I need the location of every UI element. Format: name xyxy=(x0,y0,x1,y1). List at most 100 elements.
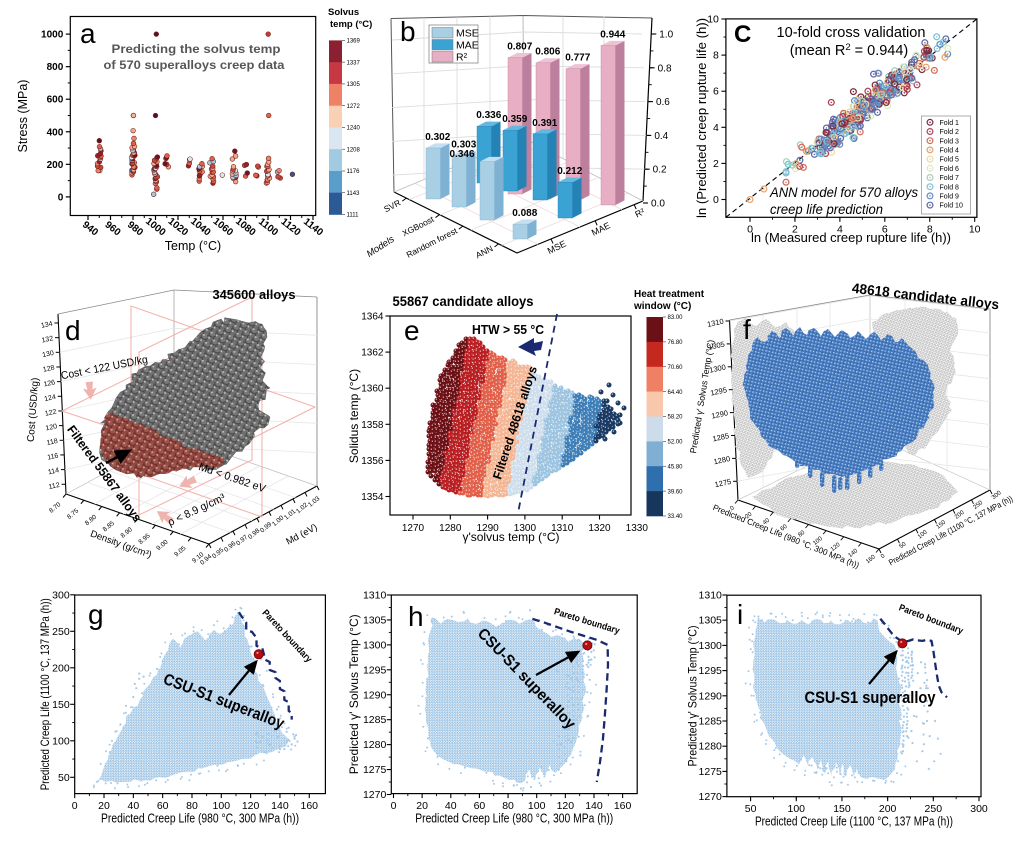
svg-text:b: b xyxy=(400,16,416,47)
svg-text:creep life prediction: creep life prediction xyxy=(770,201,883,217)
svg-text:150: 150 xyxy=(833,803,851,815)
svg-text:80: 80 xyxy=(502,800,514,812)
svg-text:Fold 9: Fold 9 xyxy=(940,194,960,201)
svg-text:1310: 1310 xyxy=(706,317,724,329)
svg-text:Heat treatment: Heat treatment xyxy=(634,289,705,300)
svg-text:50: 50 xyxy=(745,803,757,815)
svg-text:130: 130 xyxy=(42,350,55,359)
svg-text:ANN model for 570 alloys: ANN model for 570 alloys xyxy=(769,184,918,200)
svg-text:128: 128 xyxy=(42,365,55,374)
svg-text:600: 600 xyxy=(47,95,64,106)
svg-text:134: 134 xyxy=(40,321,53,330)
svg-text:250: 250 xyxy=(52,626,70,638)
svg-text:1330: 1330 xyxy=(626,523,649,534)
svg-text:Predicting the solvus temp: Predicting the solvus temp xyxy=(112,42,281,56)
svg-text:0.391: 0.391 xyxy=(532,118,557,129)
svg-text:Fold 10: Fold 10 xyxy=(940,203,963,210)
svg-text:2: 2 xyxy=(792,223,798,235)
svg-text:58.20: 58.20 xyxy=(668,415,684,421)
svg-text:2: 2 xyxy=(713,158,719,170)
svg-text:100: 100 xyxy=(812,536,824,547)
svg-text:1300: 1300 xyxy=(708,362,726,374)
svg-text:40: 40 xyxy=(445,800,457,812)
svg-text:1208: 1208 xyxy=(347,147,361,153)
svg-text:Temp (°C): Temp (°C) xyxy=(165,239,221,253)
svg-text:0.806: 0.806 xyxy=(535,47,560,58)
svg-text:400: 400 xyxy=(47,127,64,138)
svg-text:1305: 1305 xyxy=(363,614,387,626)
svg-text:CSU-S1 superalloy: CSU-S1 superalloy xyxy=(805,688,936,707)
svg-text:1305: 1305 xyxy=(347,82,361,88)
svg-text:122: 122 xyxy=(44,409,57,418)
svg-text:114: 114 xyxy=(47,467,59,476)
svg-text:140: 140 xyxy=(585,800,603,812)
svg-text:0.346: 0.346 xyxy=(449,149,474,160)
svg-text:1280: 1280 xyxy=(713,454,731,466)
svg-text:1305: 1305 xyxy=(699,615,723,627)
svg-text:MSE: MSE xyxy=(456,28,479,40)
svg-text:C: C xyxy=(734,21,751,48)
svg-text:0: 0 xyxy=(880,553,887,560)
svg-text:1176: 1176 xyxy=(347,169,361,175)
svg-text:0.0: 0.0 xyxy=(651,199,665,210)
svg-text:200: 200 xyxy=(52,662,70,674)
svg-text:120: 120 xyxy=(830,542,842,553)
svg-text:0.944: 0.944 xyxy=(600,29,625,40)
svg-text:ln (Measured creep rupture lif: ln (Measured creep rupture life (h)) xyxy=(751,231,951,245)
svg-text:20: 20 xyxy=(416,800,428,812)
svg-text:Fold 8: Fold 8 xyxy=(940,184,960,191)
svg-text:10: 10 xyxy=(969,223,981,235)
svg-text:1356: 1356 xyxy=(361,456,384,467)
svg-text:140: 140 xyxy=(848,548,860,559)
svg-text:1300: 1300 xyxy=(363,639,387,651)
svg-text:100: 100 xyxy=(528,800,546,812)
svg-text:ln (Predicted creep rupture li: ln (Predicted creep rupture life (h)) xyxy=(695,18,709,218)
svg-text:1300: 1300 xyxy=(514,523,537,534)
svg-text:20: 20 xyxy=(98,800,110,812)
svg-text:4: 4 xyxy=(837,223,843,235)
svg-text:300: 300 xyxy=(970,803,988,815)
svg-text:window (°C): window (°C) xyxy=(633,301,691,312)
svg-text:Fold 1: Fold 1 xyxy=(940,120,960,127)
svg-text:150: 150 xyxy=(936,519,948,530)
svg-text:100: 100 xyxy=(917,529,929,540)
svg-text:1362: 1362 xyxy=(361,348,384,359)
svg-text:Predicted γ' Solvus Temp (°C): Predicted γ' Solvus Temp (°C) xyxy=(686,625,700,766)
svg-text:52.00: 52.00 xyxy=(668,440,684,446)
svg-text:39.60: 39.60 xyxy=(668,489,684,495)
svg-text:1354: 1354 xyxy=(361,492,384,503)
svg-text:1369: 1369 xyxy=(347,39,361,45)
svg-text:60: 60 xyxy=(474,800,486,812)
svg-text:γ'solvus temp (°C): γ'solvus temp (°C) xyxy=(462,530,559,544)
svg-text:a: a xyxy=(80,18,96,49)
svg-text:1270: 1270 xyxy=(402,523,425,534)
svg-text:1320: 1320 xyxy=(588,523,611,534)
svg-text:1240: 1240 xyxy=(347,126,361,132)
svg-text:124: 124 xyxy=(44,394,57,403)
svg-text:i: i xyxy=(737,599,743,630)
svg-text:132: 132 xyxy=(41,335,54,344)
svg-text:1270: 1270 xyxy=(699,791,723,803)
svg-text:112: 112 xyxy=(48,482,60,491)
svg-text:200: 200 xyxy=(954,509,966,520)
svg-text:0.303: 0.303 xyxy=(451,140,476,151)
svg-text:f: f xyxy=(743,314,751,345)
svg-text:60: 60 xyxy=(157,800,169,812)
svg-text:Predicted Creep Life (980 °C,: Predicted Creep Life (980 °C, 300 MPa (h… xyxy=(101,812,299,826)
svg-text:1290: 1290 xyxy=(476,523,499,534)
svg-text:76.80: 76.80 xyxy=(668,340,684,346)
svg-text:1358: 1358 xyxy=(361,420,384,431)
svg-text:1.0: 1.0 xyxy=(659,30,673,41)
svg-text:1310: 1310 xyxy=(551,523,574,534)
svg-text:0.212: 0.212 xyxy=(557,166,582,177)
svg-text:Predicted γ' Solvus Temp (°C): Predicted γ' Solvus Temp (°C) xyxy=(347,614,361,774)
svg-text:Fold 6: Fold 6 xyxy=(940,166,960,173)
svg-text:0.088: 0.088 xyxy=(512,208,537,219)
svg-text:0.8: 0.8 xyxy=(658,63,672,74)
svg-text:160: 160 xyxy=(865,554,877,565)
svg-text:1275: 1275 xyxy=(699,766,723,778)
svg-text:20: 20 xyxy=(744,511,753,520)
svg-text:0: 0 xyxy=(58,192,64,203)
svg-text:Fold 7: Fold 7 xyxy=(940,175,960,182)
svg-text:1280: 1280 xyxy=(699,741,723,753)
